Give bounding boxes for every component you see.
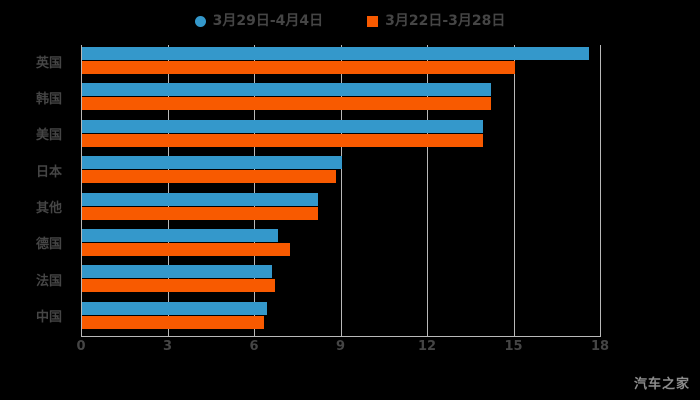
- x-axis-tick-label: 12: [417, 339, 437, 354]
- legend-item-series-b[interactable]: 3月22日-3月28日: [367, 14, 505, 28]
- bar-group: [81, 263, 600, 299]
- chart-legend: 3月29日-4月4日 3月22日-3月28日: [0, 8, 700, 34]
- bar-series-b[interactable]: [82, 279, 276, 293]
- bar-group: [81, 118, 600, 154]
- legend-marker-circle-icon: [194, 15, 206, 27]
- x-axis-tick-label: 15: [504, 339, 523, 354]
- bar-series-a[interactable]: [82, 119, 483, 133]
- x-axis-tick-label: 9: [335, 339, 346, 354]
- y-axis-labels: 英国 韩国 美国 日本 其他 德国 法国 中国: [0, 45, 72, 336]
- gridline: [600, 45, 601, 336]
- bar-series-a[interactable]: [82, 301, 267, 315]
- bar-group: [81, 154, 600, 190]
- bar-group: [81, 300, 600, 336]
- plot-area: [81, 45, 601, 336]
- x-axis-labels: 0 3 6 9 12 15 18: [0, 340, 700, 360]
- x-axis-line: [81, 336, 601, 337]
- bar-series-b[interactable]: [82, 61, 515, 74]
- bar-series-a[interactable]: [82, 265, 273, 279]
- y-axis-tick-label: 日本: [35, 165, 62, 180]
- bar-series-a[interactable]: [82, 83, 492, 97]
- y-axis-tick-label: 英国: [35, 56, 62, 71]
- bar-series-b[interactable]: [82, 242, 290, 256]
- bar-series-b[interactable]: [82, 315, 264, 329]
- legend-marker-square-icon: [367, 15, 379, 27]
- x-axis-tick-label: 6: [249, 339, 259, 354]
- bar-series-a[interactable]: [82, 156, 342, 170]
- y-axis-tick-label: 中国: [35, 310, 62, 325]
- x-axis-tick-label: 3: [162, 339, 173, 354]
- legend-label-series-b: 3月22日-3月28日: [385, 13, 506, 29]
- y-axis-tick-label: 美国: [35, 128, 62, 143]
- y-axis-tick-label: 其他: [35, 201, 62, 216]
- bar-series-a[interactable]: [82, 228, 279, 242]
- bar-series-a[interactable]: [82, 192, 319, 206]
- bar-group: [81, 227, 600, 263]
- y-axis-tick-label: 德国: [35, 237, 62, 252]
- bar-series-b[interactable]: [82, 206, 319, 220]
- bar-series-b[interactable]: [82, 97, 492, 111]
- bar-group: [81, 45, 600, 81]
- legend-label-series-a: 3月29日-4月4日: [212, 13, 324, 29]
- y-axis-tick-label: 法国: [35, 274, 62, 289]
- bar-series-a[interactable]: [82, 47, 590, 60]
- bar-series-b[interactable]: [82, 133, 483, 147]
- x-axis-tick-label: 18: [590, 339, 610, 354]
- y-axis-tick-label: 韩国: [35, 92, 62, 107]
- legend-item-series-a[interactable]: 3月29日-4月4日: [194, 13, 324, 29]
- watermark: 汽车之家: [633, 377, 690, 392]
- x-axis-tick-label: 0: [76, 339, 86, 354]
- bar-rows: [81, 45, 600, 336]
- bar-group: [81, 81, 600, 117]
- bar-group: [81, 191, 600, 227]
- bar-series-b[interactable]: [82, 170, 336, 184]
